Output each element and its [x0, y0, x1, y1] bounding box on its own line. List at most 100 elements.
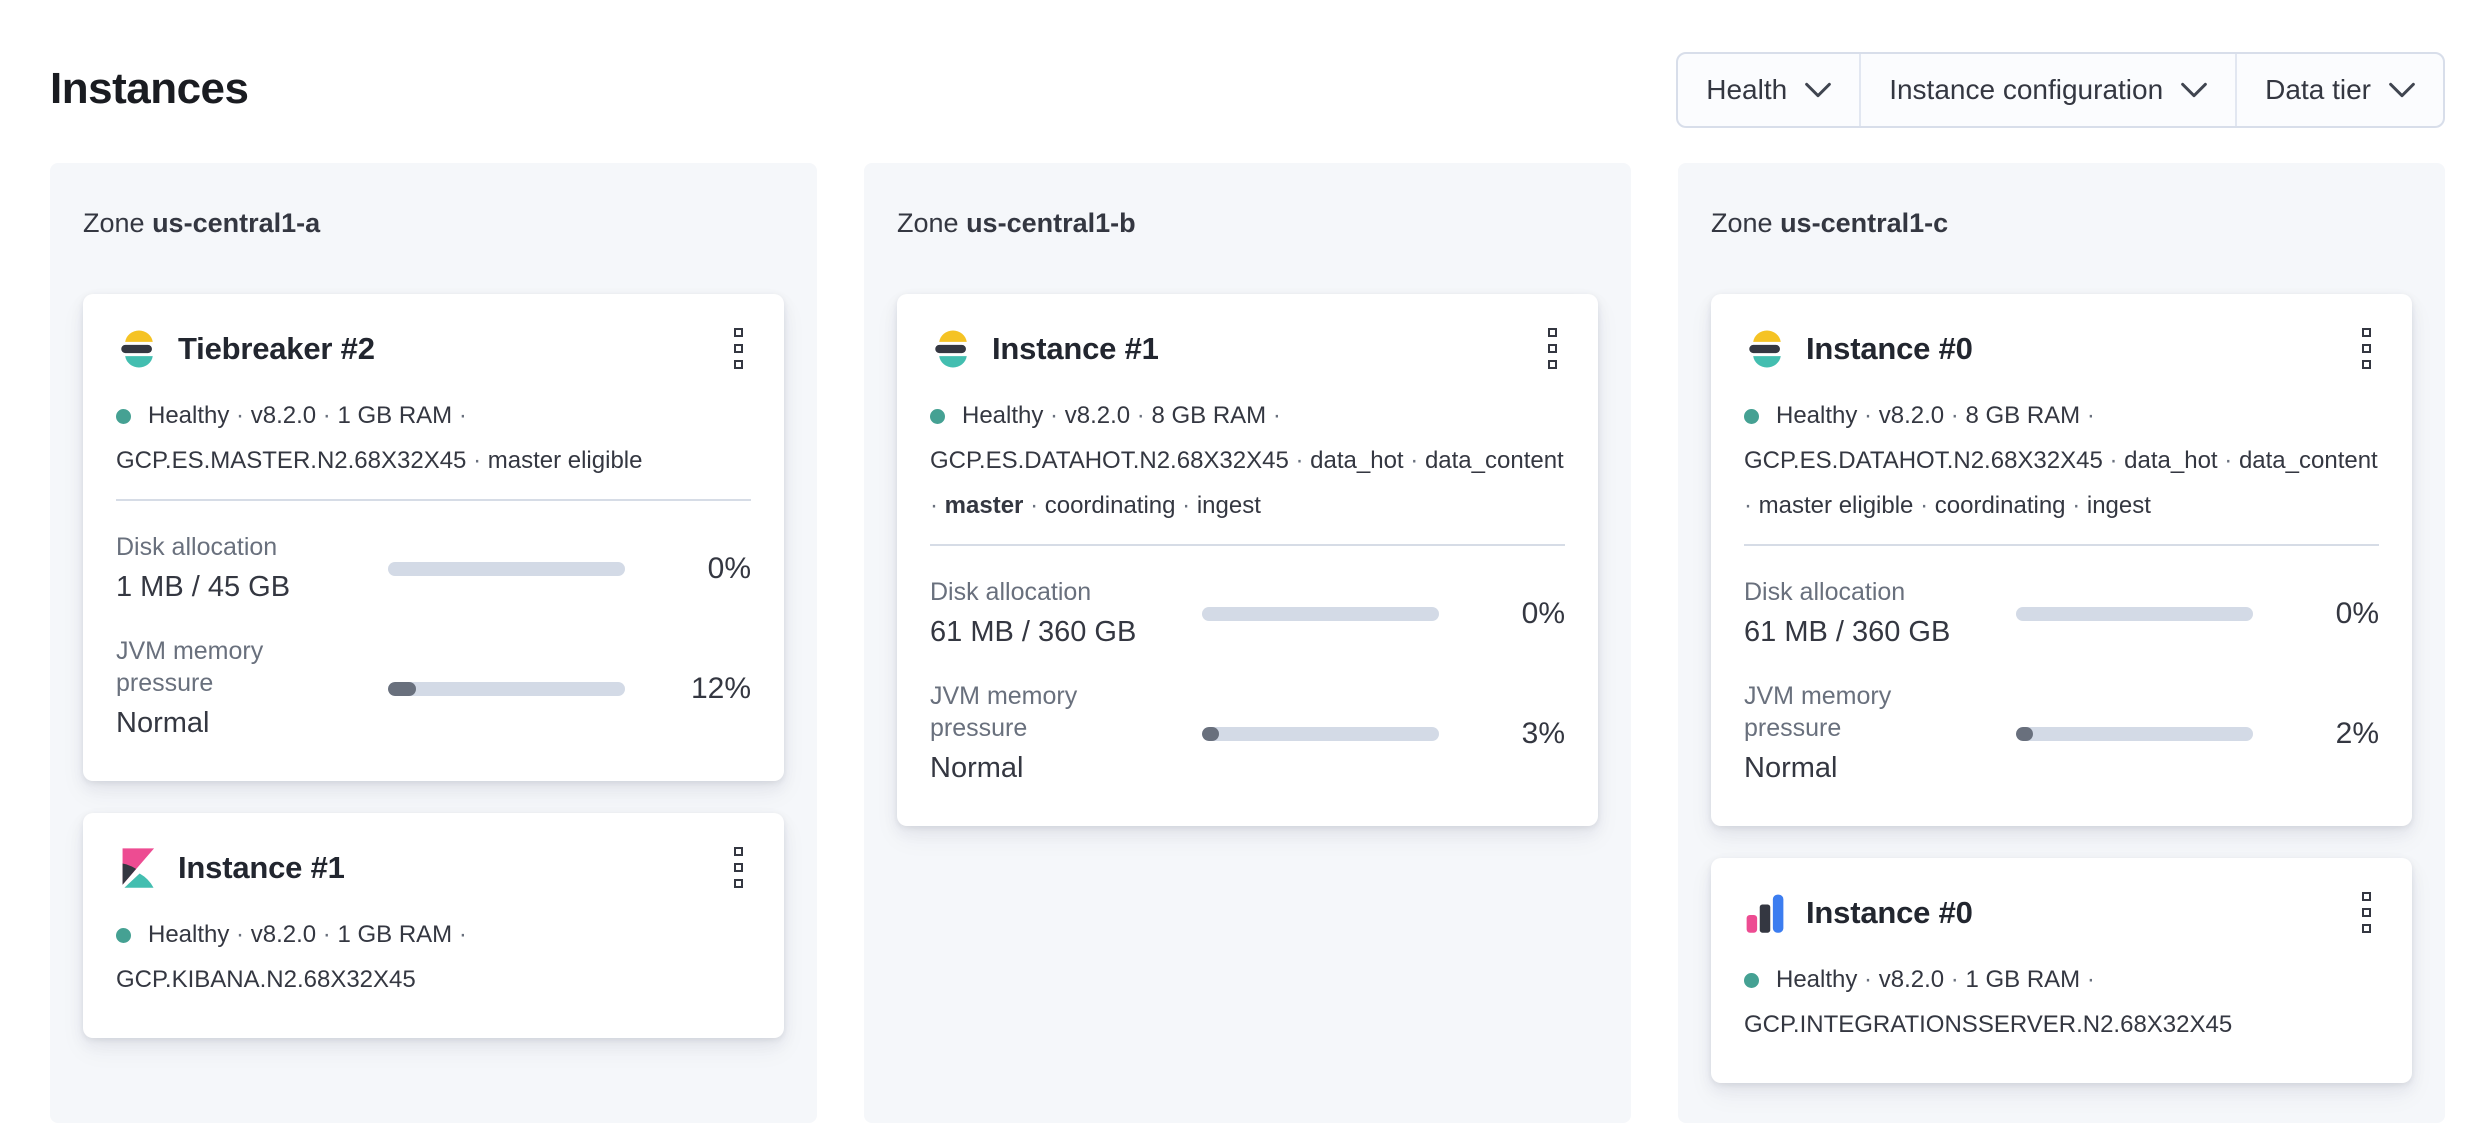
instance-menu-kebab-button[interactable] — [726, 324, 751, 373]
elasticsearch-logo-icon — [116, 328, 158, 370]
filter-button-data-tier[interactable]: Data tier — [2235, 54, 2443, 126]
health-status-dot — [930, 409, 945, 424]
meta-token: 1 GB RAM — [1965, 966, 2081, 993]
zone-name: us-central1-a — [152, 208, 321, 238]
instance-card: Instance #0 Healthy · v8.2.0 · 8 GB RAM … — [1711, 294, 2412, 826]
filter-button-health[interactable]: Health — [1678, 54, 1859, 126]
dot-separator: · — [2072, 492, 2081, 519]
filter-group: Health Instance configuration Data tier — [1676, 52, 2445, 128]
meta-token: Healthy — [1776, 402, 1858, 429]
filter-button-label: Health — [1706, 74, 1788, 105]
zone-name: us-central1-c — [1780, 208, 1949, 238]
card-header: Instance #0 — [1744, 888, 2379, 937]
meta-token: master eligible — [487, 447, 643, 474]
meta-token: ingest — [2086, 492, 2151, 519]
metric-value: Normal — [116, 707, 210, 739]
instance-card: Instance #0 Healthy · v8.2.0 · 1 GB RAM … — [1711, 858, 2412, 1083]
dot-separator: · — [1182, 492, 1191, 519]
dot-separator: · — [2086, 402, 2095, 429]
metric-percent: 12% — [690, 672, 751, 705]
zone-card-list: Instance #0 Healthy · v8.2.0 · 8 GB RAM … — [1711, 294, 2412, 1083]
instance-meta-line: Healthy · v8.2.0 · 1 GB RAM · GCP.INTEGR… — [1744, 957, 2379, 1047]
card-header: Instance #1 — [116, 843, 751, 892]
health-status-dot — [1744, 973, 1759, 988]
chevron-down-icon — [2389, 82, 2415, 98]
jvm-memory-pressure-metric: JVM memory pressure Normal 12% — [116, 635, 751, 743]
metric-value: 61 MB / 360 GB — [1744, 616, 1951, 648]
metric-progress-fill — [1202, 727, 1219, 741]
dot-separator: · — [1744, 492, 1752, 519]
dot-separator: · — [458, 402, 467, 429]
dot-separator: · — [1050, 402, 1059, 429]
zones-container: Zone us-central1-a Tiebreaker #2 Healthy… — [50, 163, 2445, 1123]
meta-token: GCP.KIBANA.N2.68X32X45 — [116, 966, 416, 993]
instance-title: Instance #0 — [1806, 894, 1973, 930]
filter-button-instance-configuration[interactable]: Instance configuration — [1859, 54, 2235, 126]
metric-progress-bar — [2016, 727, 2253, 741]
zone-label-prefix: Zone — [897, 208, 959, 238]
meta-token: GCP.ES.DATAHOT.N2.68X32X45 — [1744, 447, 2103, 474]
card-header: Instance #1 — [930, 324, 1565, 373]
metric-value: Normal — [930, 752, 1024, 784]
health-status-dot — [116, 409, 131, 424]
zone-label: Zone us-central1-b — [897, 208, 1598, 239]
instance-meta-line: Healthy · v8.2.0 · 1 GB RAM · GCP.KIBANA… — [116, 912, 751, 1002]
chevron-down-icon — [2181, 82, 2208, 98]
zone-panel: Zone us-central1-a Tiebreaker #2 Healthy… — [50, 163, 817, 1123]
jvm-memory-pressure-metric: JVM memory pressure Normal 2% — [1744, 680, 2379, 788]
metric-value: 1 MB / 45 GB — [116, 571, 291, 603]
metric-label: JVM memory pressure — [930, 682, 1078, 742]
card-divider — [930, 544, 1565, 546]
health-status-dot — [1744, 409, 1759, 424]
dot-separator: · — [236, 402, 245, 429]
elasticsearch-logo-icon — [1744, 328, 1786, 370]
zone-panel: Zone us-central1-c Instance #0 Healthy ·… — [1678, 163, 2445, 1123]
meta-token: coordinating — [1934, 492, 2066, 519]
meta-token: master eligible — [1758, 492, 1914, 519]
meta-token: v8.2.0 — [1064, 402, 1131, 429]
jvm-memory-pressure-metric: JVM memory pressure Normal 3% — [930, 680, 1565, 788]
instance-menu-kebab-button[interactable] — [1540, 324, 1565, 373]
dot-separator: · — [1136, 402, 1145, 429]
card-metrics: Disk allocation 1 MB / 45 GB 0% JVM memo… — [116, 531, 751, 743]
instance-title: Tiebreaker #2 — [178, 330, 375, 366]
dot-separator: · — [930, 492, 938, 519]
dot-separator: · — [2109, 447, 2118, 474]
metric-value: 61 MB / 360 GB — [930, 616, 1137, 648]
dot-separator: · — [1410, 447, 1419, 474]
instance-meta-line: Healthy · v8.2.0 · 8 GB RAM · GCP.ES.DAT… — [930, 393, 1565, 528]
meta-token: data_hot — [2124, 447, 2218, 474]
dot-separator: · — [2086, 966, 2095, 993]
metric-label: Disk allocation — [116, 533, 278, 561]
meta-token: 8 GB RAM — [1151, 402, 1267, 429]
instance-card: Instance #1 Healthy · v8.2.0 · 8 GB RAM … — [897, 294, 1598, 826]
instance-menu-kebab-button[interactable] — [726, 843, 751, 892]
filter-button-label: Instance configuration — [1889, 74, 2164, 105]
chevron-down-icon — [1805, 82, 1832, 98]
card-header: Tiebreaker #2 — [116, 324, 751, 373]
instance-card: Instance #1 Healthy · v8.2.0 · 1 GB RAM … — [83, 813, 784, 1038]
zone-label: Zone us-central1-a — [83, 208, 784, 239]
disk-allocation-metric: Disk allocation 1 MB / 45 GB 0% — [116, 531, 751, 607]
meta-token: Healthy — [962, 402, 1044, 429]
meta-token: v8.2.0 — [1878, 966, 1945, 993]
meta-token: GCP.ES.DATAHOT.N2.68X32X45 — [930, 447, 1289, 474]
card-metrics: Disk allocation 61 MB / 360 GB 0% JVM me… — [1744, 576, 2379, 788]
metric-label: JVM memory pressure — [1744, 682, 1892, 742]
metric-value: Normal — [1744, 752, 1838, 784]
dot-separator: · — [1030, 492, 1039, 519]
dot-separator: · — [1295, 447, 1304, 474]
metric-progress-fill — [2016, 727, 2033, 741]
instance-menu-kebab-button[interactable] — [2354, 324, 2379, 373]
zone-name: us-central1-b — [966, 208, 1136, 238]
meta-token: master — [944, 492, 1024, 519]
instance-title: Instance #1 — [992, 330, 1159, 366]
meta-token: v8.2.0 — [1878, 402, 1945, 429]
metric-progress-bar — [1202, 607, 1439, 621]
meta-token: 8 GB RAM — [1965, 402, 2081, 429]
meta-token: Healthy — [148, 921, 230, 948]
instance-menu-kebab-button[interactable] — [2354, 888, 2379, 937]
disk-allocation-metric: Disk allocation 61 MB / 360 GB 0% — [1744, 576, 2379, 652]
metric-percent: 2% — [2335, 717, 2379, 750]
metric-progress-bar — [2016, 607, 2253, 621]
